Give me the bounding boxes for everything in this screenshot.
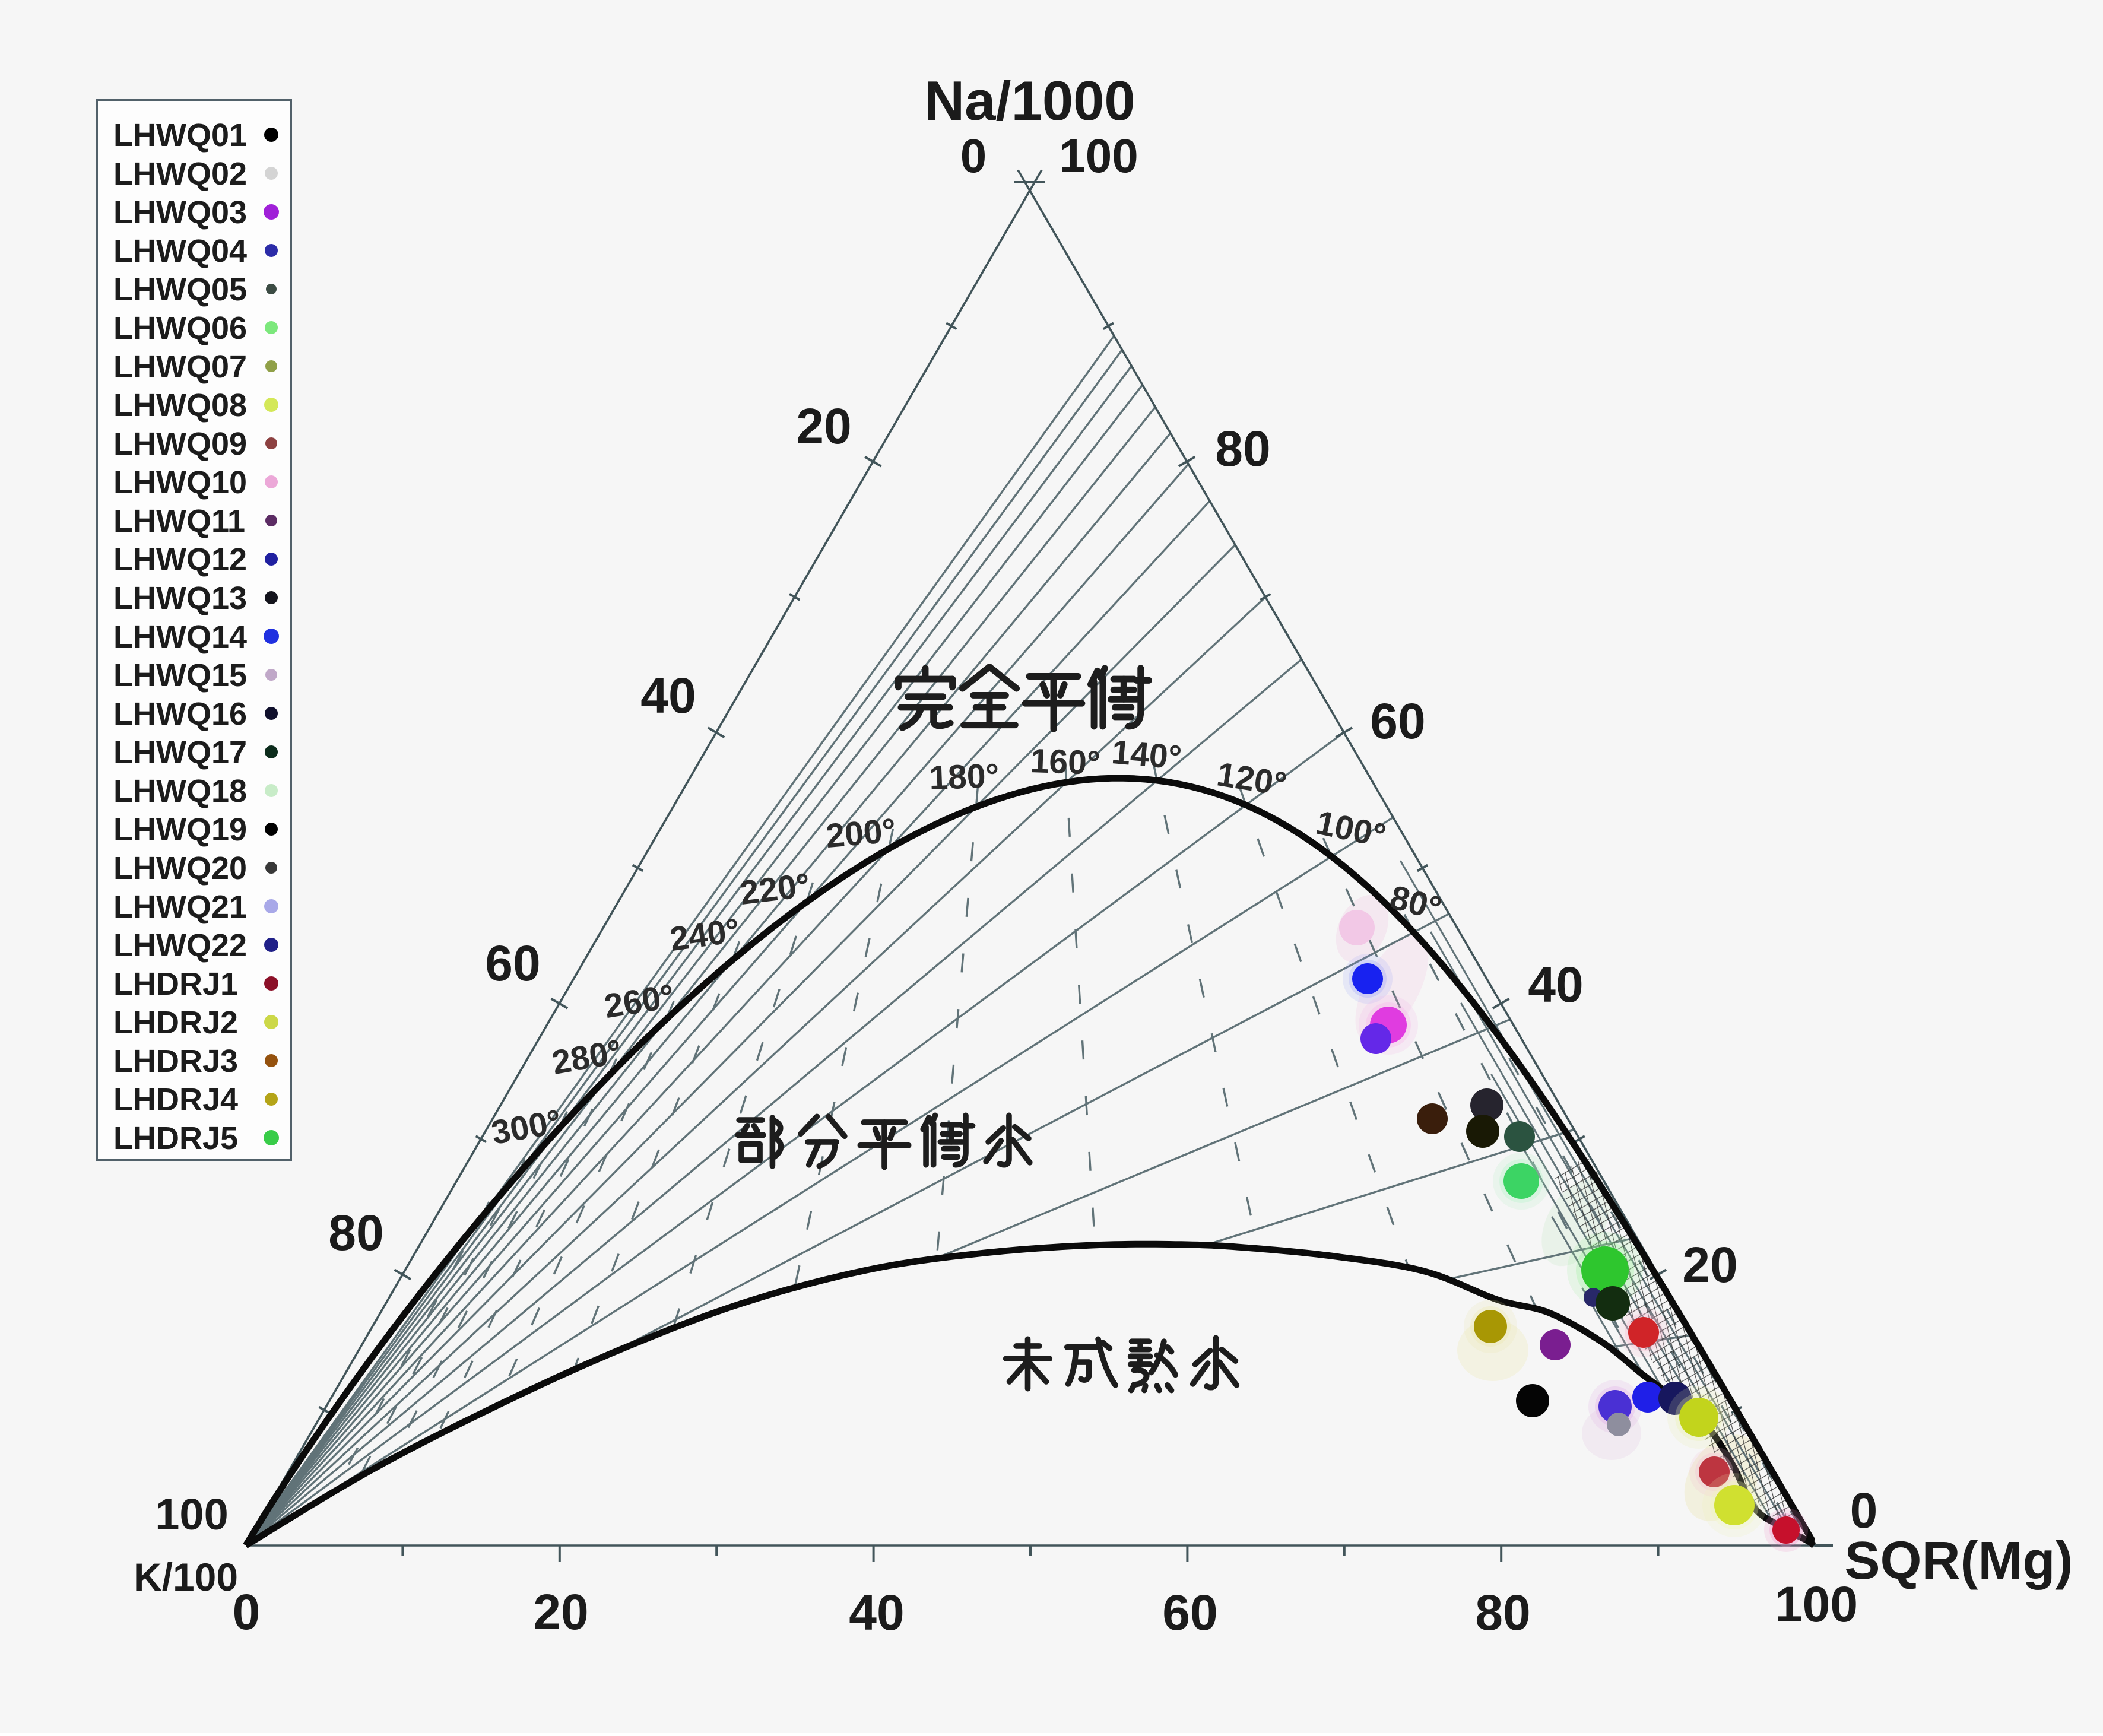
svg-text:60: 60	[485, 935, 540, 991]
svg-text:LHWQ07: LHWQ07	[113, 349, 247, 385]
svg-text:LHDRJ1: LHDRJ1	[113, 966, 238, 1002]
svg-text:100: 100	[155, 1490, 228, 1539]
svg-text:160°: 160°	[1030, 742, 1101, 782]
svg-text:140°: 140°	[1110, 733, 1183, 777]
svg-text:100: 100	[1775, 1576, 1858, 1632]
svg-text:LHWQ21: LHWQ21	[113, 889, 247, 925]
svg-text:LHWQ05: LHWQ05	[113, 272, 247, 307]
svg-text:LHWQ18: LHWQ18	[113, 773, 247, 809]
svg-text:LHWQ14: LHWQ14	[113, 619, 247, 655]
svg-text:LHWQ10: LHWQ10	[113, 465, 247, 500]
svg-text:100: 100	[1059, 129, 1138, 182]
svg-text:80: 80	[328, 1205, 383, 1261]
svg-text:40: 40	[640, 668, 696, 723]
svg-text:LHWQ13: LHWQ13	[113, 580, 247, 616]
svg-text:20: 20	[533, 1584, 588, 1640]
svg-text:80: 80	[1215, 421, 1270, 477]
svg-text:200°: 200°	[824, 811, 897, 855]
svg-text:LHDRJ4: LHDRJ4	[113, 1082, 238, 1118]
svg-text:40: 40	[1528, 957, 1583, 1013]
svg-text:40: 40	[849, 1585, 904, 1640]
svg-text:LHWQ04: LHWQ04	[113, 233, 247, 269]
svg-text:0: 0	[233, 1584, 261, 1640]
svg-text:LHWQ16: LHWQ16	[113, 696, 247, 732]
svg-text:LHWQ02: LHWQ02	[113, 156, 247, 192]
svg-text:60: 60	[1162, 1585, 1217, 1640]
svg-text:LHWQ01: LHWQ01	[113, 118, 247, 153]
svg-text:LHWQ11: LHWQ11	[113, 503, 245, 539]
svg-text:LHDRJ2: LHDRJ2	[113, 1005, 238, 1040]
svg-text:220°: 220°	[738, 866, 812, 912]
svg-text:LHWQ19: LHWQ19	[113, 812, 247, 848]
svg-text:LHWQ20: LHWQ20	[113, 850, 247, 886]
svg-text:LHWQ08: LHWQ08	[113, 388, 247, 423]
svg-text:K/100: K/100	[134, 1555, 238, 1599]
svg-text:0: 0	[1850, 1483, 1878, 1538]
svg-text:LHWQ17: LHWQ17	[113, 735, 247, 770]
svg-text:LHWQ03: LHWQ03	[113, 195, 247, 230]
svg-text:20: 20	[1682, 1237, 1737, 1293]
svg-text:LHDRJ3: LHDRJ3	[113, 1043, 238, 1079]
svg-text:LHDRJ5: LHDRJ5	[113, 1121, 238, 1156]
svg-text:LHWQ15: LHWQ15	[113, 658, 247, 693]
svg-text:LHWQ12: LHWQ12	[113, 542, 247, 577]
svg-text:60: 60	[1370, 693, 1425, 749]
svg-text:LHWQ06: LHWQ06	[113, 310, 247, 346]
svg-text:LHWQ22: LHWQ22	[113, 928, 247, 963]
svg-text:80: 80	[1475, 1585, 1530, 1640]
svg-text:Na/1000: Na/1000	[924, 69, 1135, 132]
svg-text:SQR(Mg): SQR(Mg)	[1845, 1531, 2073, 1591]
svg-text:180°: 180°	[928, 757, 1000, 797]
svg-text:0: 0	[960, 129, 987, 182]
svg-text:20: 20	[796, 398, 851, 454]
svg-text:LHWQ09: LHWQ09	[113, 426, 247, 462]
